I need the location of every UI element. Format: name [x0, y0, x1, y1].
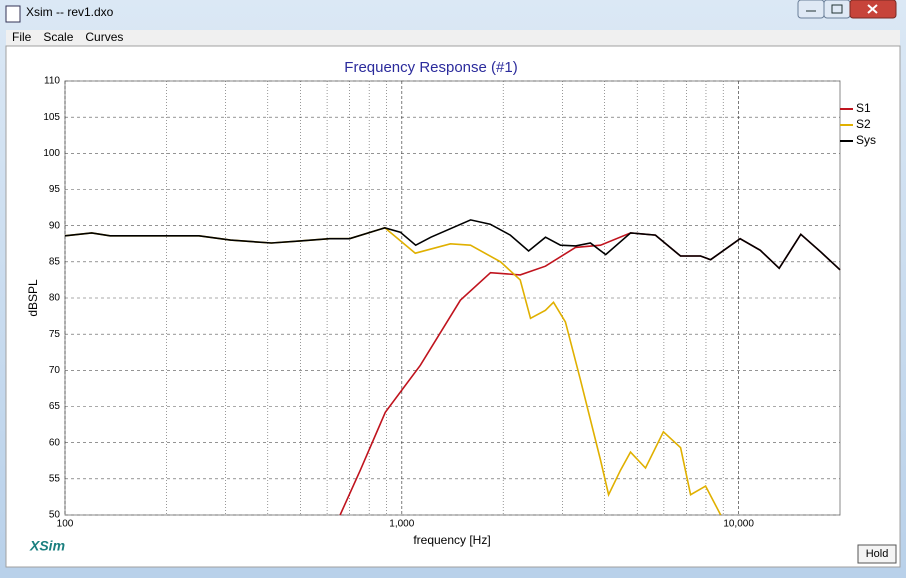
y-tick-label: 50: [49, 510, 61, 521]
x-tick-label: 10,000: [723, 519, 754, 530]
y-tick-label: 55: [49, 473, 61, 484]
plot-area: [64, 80, 841, 516]
y-tick-label: 110: [44, 76, 60, 87]
series-line: [64, 219, 841, 271]
maximize-button[interactable]: [823, 0, 851, 19]
x-tick-label: 1,000: [389, 519, 414, 530]
menu-item[interactable]: Curves: [85, 30, 123, 44]
y-tick-label: 95: [49, 184, 61, 195]
y-tick-label: 65: [49, 401, 61, 412]
menu-item[interactable]: File: [12, 30, 32, 44]
y-tick-label: 90: [49, 220, 61, 231]
legend-label: S1: [856, 101, 871, 115]
app-icon: [5, 5, 21, 23]
menu-bar: [6, 30, 900, 46]
legend-label: Sys: [856, 133, 876, 147]
brand: XSim: [29, 538, 65, 554]
y-tick-label: 105: [43, 112, 60, 123]
chart-title: Frequency Response (#1): [344, 59, 517, 76]
hold-label[interactable]: Hold: [866, 548, 889, 560]
x-tick-label: 100: [57, 519, 74, 530]
y-axis-label: dBSPL: [26, 279, 40, 317]
y-tick-label: 80: [49, 293, 61, 304]
minimize-button[interactable]: [797, 0, 825, 19]
y-tick-label: 60: [49, 437, 61, 448]
y-tick-label: 75: [49, 329, 61, 340]
y-tick-label: 100: [43, 148, 60, 159]
legend-label: S2: [856, 117, 871, 131]
y-tick-label: 70: [49, 365, 61, 376]
y-tick-label: 85: [49, 256, 61, 267]
window-title: Xsim -- rev1.dxo: [26, 5, 114, 19]
x-axis-label: frequency [Hz]: [413, 533, 490, 547]
menu-item[interactable]: Scale: [43, 30, 73, 44]
hold-button[interactable]: [857, 544, 897, 564]
